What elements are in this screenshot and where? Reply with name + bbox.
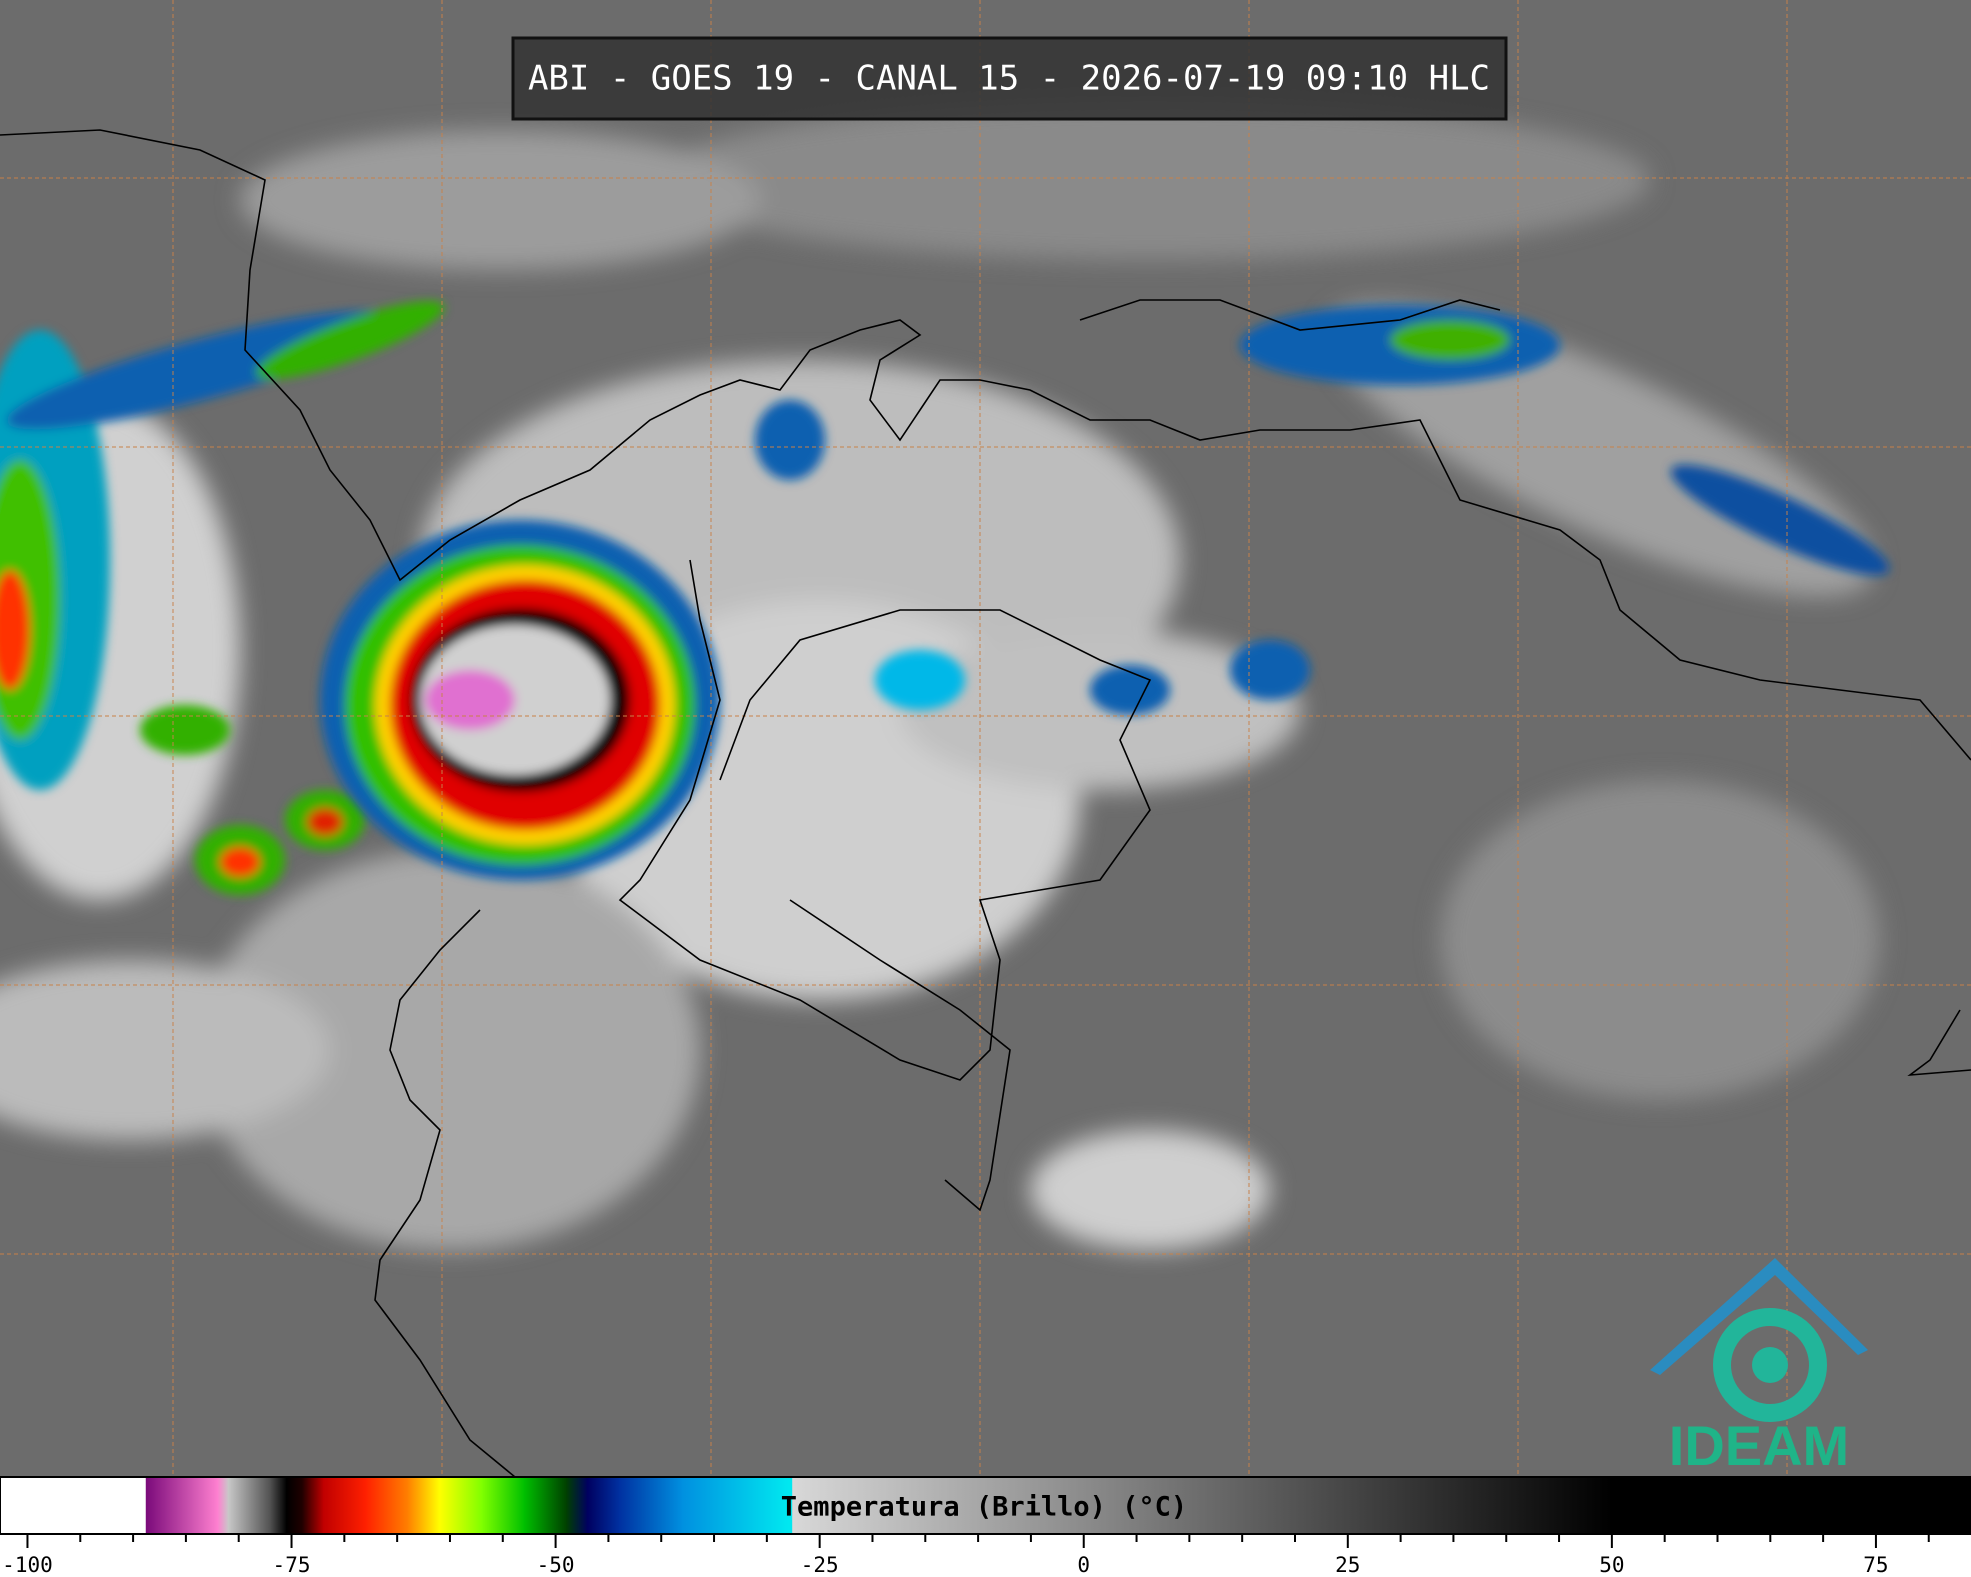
colorbar-segment (228, 1477, 271, 1534)
tick-label: 25 (1335, 1553, 1360, 1577)
convective-cells (0, 300, 1890, 895)
logo-swirl (1713, 1308, 1827, 1422)
tick-label: -75 (273, 1553, 311, 1577)
title: ABI - GOES 19 - CANAL 15 - 2026-07-19 09… (528, 59, 1490, 99)
colorbar-segment (217, 1477, 229, 1534)
colorbar-segment (566, 1477, 588, 1534)
colorbar-segment (787, 1477, 793, 1534)
colorbar-segment (587, 1477, 620, 1534)
colorbar-segment (682, 1477, 789, 1534)
colorbar-segment (523, 1477, 567, 1534)
colorbar-segment (0, 1477, 147, 1534)
colorbar-segment (618, 1477, 683, 1534)
lat-lon-grid (0, 0, 1971, 1477)
tick-label: 0 (1077, 1553, 1090, 1577)
tick-label: -100 (2, 1553, 53, 1577)
colorbar-segment (407, 1477, 440, 1534)
tick-label: -50 (537, 1553, 575, 1577)
colorbar-segment (481, 1477, 525, 1534)
colorbar-segment (302, 1477, 324, 1534)
colorbar-segment (792, 1477, 1613, 1534)
colorbar-segment (439, 1477, 483, 1534)
logo: IDEAM (1650, 1258, 1868, 1477)
colorbar-frame (0, 1476, 1971, 1535)
colorbar-segment (1611, 1477, 1971, 1534)
tick-label: -25 (801, 1553, 839, 1577)
colorbar-segment (145, 1477, 219, 1534)
title-box: ABI - GOES 19 - CANAL 15 - 2026-07-19 09… (511, 36, 1508, 121)
colorbar-segment (286, 1477, 303, 1534)
colorbar-segment (365, 1477, 409, 1534)
logo-roof (1650, 1258, 1868, 1375)
colorbar (0, 1477, 1971, 1534)
storm-system (320, 520, 720, 880)
tick-label: 75 (1863, 1553, 1888, 1577)
colorbar-label: Temperatura (Brillo) (°C) (781, 1492, 1187, 1523)
coastlines (0, 129, 1971, 1478)
title-background (511, 36, 1508, 121)
logo-eye (1752, 1347, 1788, 1383)
colorbar-segment (270, 1477, 287, 1534)
tick-label: 50 (1599, 1553, 1624, 1577)
colorbar-segment (323, 1477, 366, 1534)
logo-text: IDEAM (1669, 1414, 1849, 1477)
